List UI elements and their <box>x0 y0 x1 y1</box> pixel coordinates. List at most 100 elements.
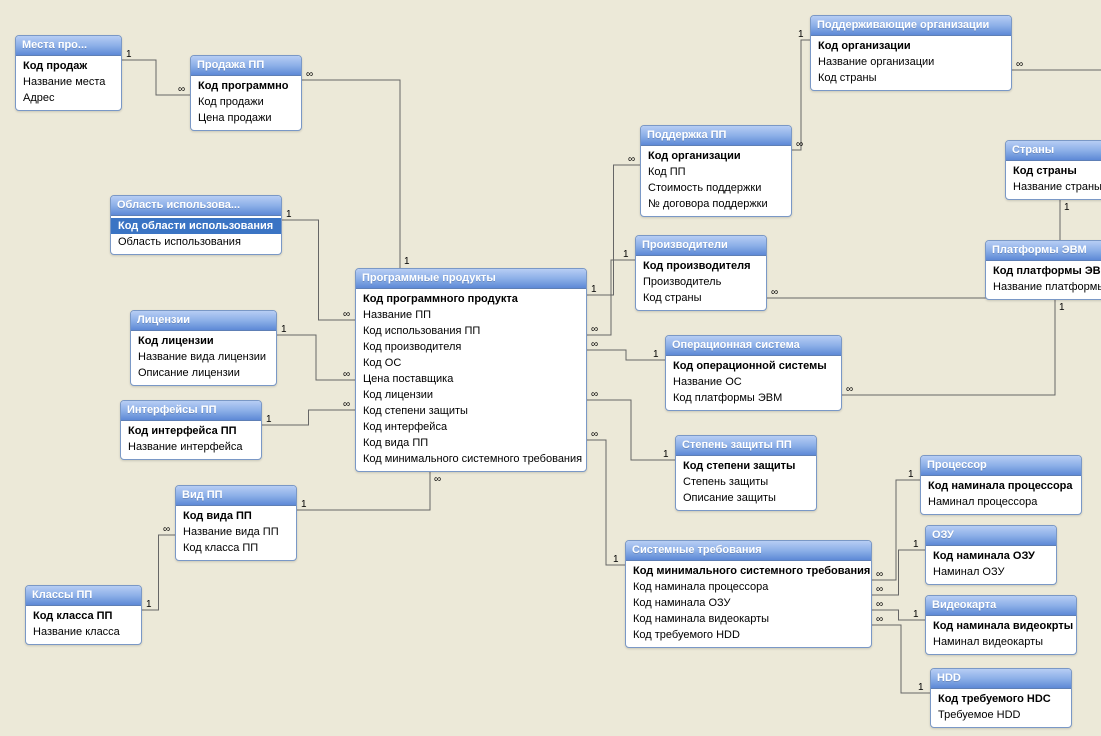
field-item[interactable]: Код ПП <box>641 164 791 180</box>
field-item[interactable]: Название класса <box>26 624 141 640</box>
field-item[interactable]: Наминал видеокарты <box>926 634 1076 650</box>
field-item[interactable]: Код использования ПП <box>356 323 586 339</box>
field-item[interactable]: Код организации <box>641 148 791 164</box>
field-item[interactable]: Стоимость поддержки <box>641 180 791 196</box>
field-item[interactable]: № договора поддержки <box>641 196 791 212</box>
field-list: Код требуемого HDCТребуемое HDD <box>931 689 1071 727</box>
entity-podderzh_org[interactable]: Поддерживающие организацииКод организаци… <box>810 15 1012 91</box>
entity-klassy_pp[interactable]: Классы ПП Код класса ППНазвание класса <box>25 585 142 645</box>
field-item[interactable]: Код наминала видеокарты <box>626 611 871 627</box>
field-item[interactable]: Код ОС <box>356 355 586 371</box>
entity-ozu[interactable]: ОЗУКод наминала ОЗУНаминал ОЗУ <box>925 525 1057 585</box>
field-item[interactable]: Код интерфейса ПП <box>121 423 261 439</box>
field-item[interactable]: Код страны <box>811 70 1011 86</box>
field-item[interactable]: Код платформы ЭВМ <box>986 263 1101 279</box>
field-item[interactable]: Название платформы ЭВМ <box>986 279 1101 295</box>
field-item[interactable]: Название места <box>16 74 121 90</box>
entity-strany[interactable]: СтраныКод страныНазвание страны <box>1005 140 1101 200</box>
field-item[interactable]: Код требуемого HDD <box>626 627 871 643</box>
field-item[interactable]: Код страны <box>1006 163 1101 179</box>
entity-interfeisy[interactable]: Интерфейсы ППКод интерфейса ППНазвание и… <box>120 400 262 460</box>
field-item[interactable]: Название ПП <box>356 307 586 323</box>
field-item[interactable]: Описание защиты <box>676 490 816 506</box>
field-item[interactable]: Код класса ПП <box>176 540 296 556</box>
field-item[interactable]: Цена поставщика <box>356 371 586 387</box>
entity-prog_prod[interactable]: Программные продуктыКод программного про… <box>355 268 587 472</box>
field-item[interactable]: Наминал процессора <box>921 494 1081 510</box>
field-item[interactable]: Код области использования <box>111 218 281 234</box>
entity-hdd[interactable]: HDDКод требуемого HDCТребуемое HDD <box>930 668 1072 728</box>
field-item[interactable]: Код продаж <box>16 58 121 74</box>
field-item[interactable]: Код производителя <box>356 339 586 355</box>
field-item[interactable]: Код вида ПП <box>356 435 586 451</box>
field-item[interactable]: Код наминала процессора <box>626 579 871 595</box>
field-item[interactable]: Код степени защиты <box>356 403 586 419</box>
field-item[interactable]: Код платформы ЭВМ <box>666 390 841 406</box>
entity-title: Лицензии <box>131 311 276 331</box>
field-item[interactable]: Код организации <box>811 38 1011 54</box>
relationship-edge <box>872 480 920 580</box>
field-item[interactable]: Код наминала ОЗУ <box>926 548 1056 564</box>
cardinality-label: ∞ <box>876 614 883 625</box>
field-list: Код минимального системного требованияКо… <box>626 561 871 647</box>
field-item[interactable]: Код интерфейса <box>356 419 586 435</box>
field-item[interactable]: Название вида лицензии <box>131 349 276 365</box>
field-item[interactable]: Код степени защиты <box>676 458 816 474</box>
field-item[interactable]: Описание лицензии <box>131 365 276 381</box>
field-item[interactable]: Степень защиты <box>676 474 816 490</box>
cardinality-label: 1 <box>591 284 597 295</box>
entity-proizvoditeli[interactable]: ПроизводителиКод производителяПроизводит… <box>635 235 767 311</box>
field-item[interactable]: Наминал ОЗУ <box>926 564 1056 580</box>
field-item[interactable]: Адрес <box>16 90 121 106</box>
field-item[interactable]: Цена продажи <box>191 110 301 126</box>
entity-oblast[interactable]: Область использова... Код области использ… <box>110 195 282 255</box>
field-item[interactable]: Код наминала процессора <box>921 478 1081 494</box>
field-item[interactable]: Требуемое HDD <box>931 707 1071 723</box>
entity-processor[interactable]: Процессор Код наминала процессораНаминал … <box>920 455 1082 515</box>
relationship-edge <box>302 80 400 268</box>
field-item[interactable]: Название ОС <box>666 374 841 390</box>
entity-title: Классы ПП <box>26 586 141 606</box>
field-item[interactable]: Код лицензии <box>356 387 586 403</box>
cardinality-label: 1 <box>266 414 272 425</box>
relationship-edge <box>297 470 430 510</box>
entity-title: Процессор <box>921 456 1081 476</box>
field-item[interactable]: Код вида ПП <box>176 508 296 524</box>
field-list: Код наминала видеокртыНаминал видеокарты <box>926 616 1076 654</box>
field-item[interactable]: Код минимального системного требования <box>626 563 871 579</box>
field-item[interactable]: Название вида ПП <box>176 524 296 540</box>
entity-mesta_pro[interactable]: Места про...Код продажНазвание местаАдре… <box>15 35 122 111</box>
field-item[interactable]: Название организации <box>811 54 1011 70</box>
entity-vid_pp[interactable]: Вид ПП Код вида ППНазвание вида ППКод кла… <box>175 485 297 561</box>
entity-os[interactable]: Операционная системаКод операционной сис… <box>665 335 842 411</box>
cardinality-label: 1 <box>913 539 919 550</box>
field-list: Код наминала ОЗУНаминал ОЗУ <box>926 546 1056 584</box>
field-item[interactable]: Код требуемого HDC <box>931 691 1071 707</box>
field-item[interactable]: Название страны <box>1006 179 1101 195</box>
entity-podderzhka_pp[interactable]: Поддержка ППКод организацииКод ППСтоимос… <box>640 125 792 217</box>
entity-title: Вид ПП <box>176 486 296 506</box>
entity-platformy[interactable]: Платформы ЭВМКод платформы ЭВМНазвание п… <box>985 240 1101 300</box>
field-item[interactable]: Код производителя <box>636 258 766 274</box>
entity-prodazha_pp[interactable]: Продажа ППКод программноКод продажиЦена … <box>190 55 302 131</box>
field-item[interactable]: Код наминала ОЗУ <box>626 595 871 611</box>
field-item[interactable]: Область использования <box>111 234 281 250</box>
field-item[interactable]: Код наминала видеокрты <box>926 618 1076 634</box>
entity-title: Область использова... <box>111 196 281 216</box>
field-item[interactable]: Код минимального системного требования <box>356 451 586 467</box>
field-item[interactable]: Код класса ПП <box>26 608 141 624</box>
cardinality-label: 1 <box>404 256 410 267</box>
entity-sys_treb[interactable]: Системные требованияКод минимального сис… <box>625 540 872 648</box>
entity-licenzii[interactable]: Лицензии Код лицензииНазвание вида лиценз… <box>130 310 277 386</box>
entity-videokarta[interactable]: ВидеокартаКод наминала видеокртыНаминал … <box>925 595 1077 655</box>
field-item[interactable]: Код лицензии <box>131 333 276 349</box>
field-item[interactable]: Производитель <box>636 274 766 290</box>
field-item[interactable]: Название интерфейса <box>121 439 261 455</box>
field-item[interactable]: Код продажи <box>191 94 301 110</box>
relationship-edge <box>842 298 1055 395</box>
field-item[interactable]: Код операционной системы <box>666 358 841 374</box>
entity-stepen[interactable]: Степень защиты ППКод степени защитыСтепе… <box>675 435 817 511</box>
field-item[interactable]: Код программно <box>191 78 301 94</box>
field-item[interactable]: Код страны <box>636 290 766 306</box>
field-item[interactable]: Код программного продукта <box>356 291 586 307</box>
